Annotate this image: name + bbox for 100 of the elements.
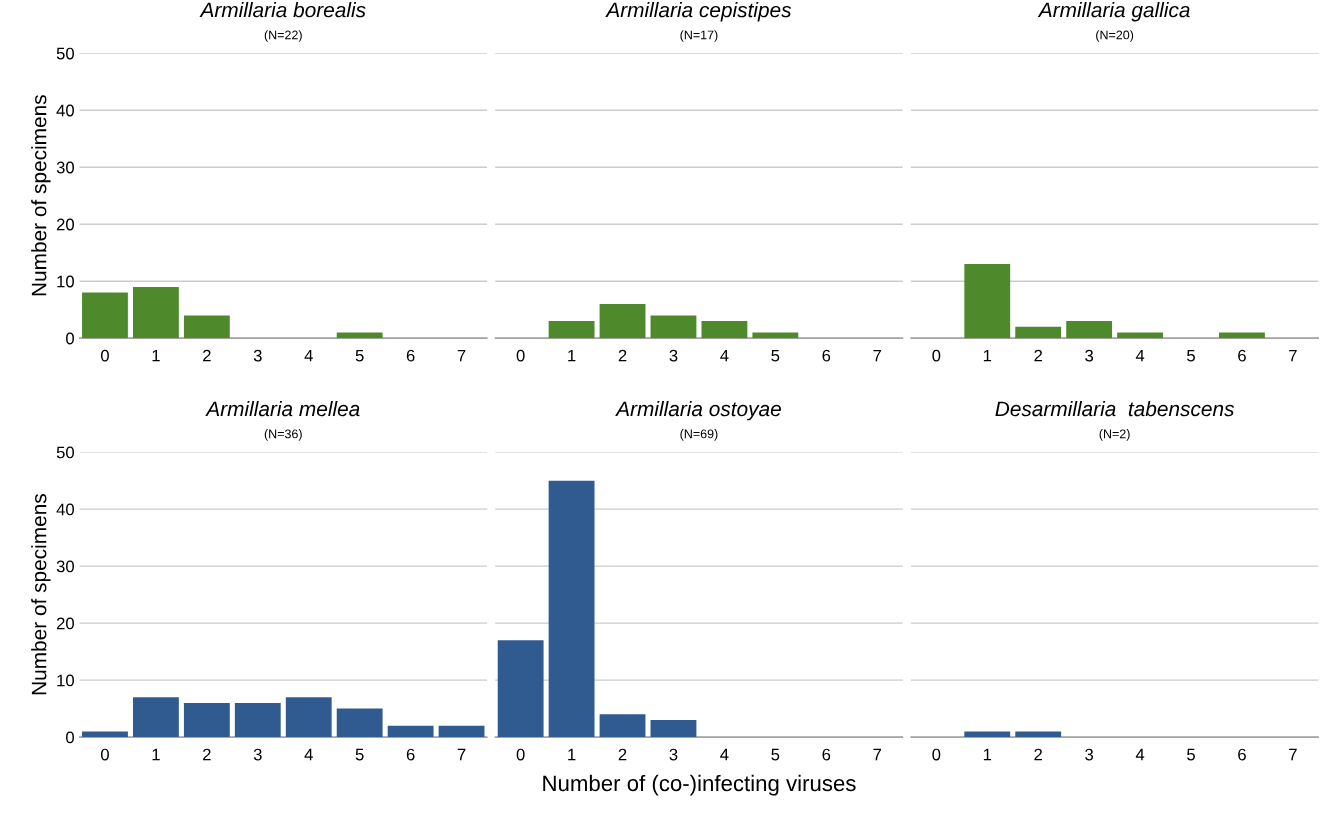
x-tick-label: 4 <box>720 748 729 761</box>
x-tick-label: 2 <box>1034 349 1042 362</box>
x-tick-label: 4 <box>1135 349 1145 362</box>
chart-title: Desarmillaria tabenscens <box>995 400 1235 417</box>
x-tick-label: 7 <box>873 748 882 761</box>
x-tick-label: 3 <box>253 349 262 362</box>
x-tick-label: 6 <box>822 748 831 761</box>
x-tick-label: 2 <box>618 349 627 362</box>
x-tick-label: 0 <box>516 349 525 362</box>
bar <box>964 264 1011 339</box>
x-tick-label: 1 <box>568 349 576 362</box>
bar <box>234 702 281 738</box>
x-tick-label: 4 <box>1135 748 1145 761</box>
x-tick-label: 1 <box>983 349 992 362</box>
x-tick-label: 7 <box>457 349 466 362</box>
bar <box>438 725 485 738</box>
y-tick-label: 50 <box>56 446 74 459</box>
x-tick-label: 7 <box>1289 349 1297 362</box>
x-tick-label: 3 <box>1085 349 1094 362</box>
x-tick-label: 3 <box>1085 748 1094 761</box>
chart-title: Armillaria gallica <box>1037 2 1190 22</box>
x-tick-label: 7 <box>873 349 882 362</box>
y-tick-label: 0 <box>66 332 74 345</box>
x-tick-label: 7 <box>1289 748 1297 761</box>
x-tick-label: 4 <box>720 349 729 362</box>
x-tick-label: 6 <box>1238 349 1246 362</box>
chart-subtitle: (N=69) <box>680 429 718 441</box>
bar <box>548 321 595 339</box>
bar <box>599 714 646 738</box>
chart-subtitle: (N=17) <box>680 30 718 42</box>
chart-title: Armillaria cepistipes <box>605 2 792 22</box>
x-tick-label: 2 <box>1034 748 1042 761</box>
x-axis-title: Number of (co-)infecting viruses <box>543 774 856 796</box>
y-tick-label: 30 <box>56 560 74 573</box>
y-tick-label: 10 <box>57 275 74 288</box>
chart-title: Armillaria ostoyae <box>615 400 781 421</box>
x-tick-label: 6 <box>406 349 415 362</box>
bar <box>701 321 748 339</box>
x-tick-label: 4 <box>304 748 313 761</box>
bar <box>132 697 179 738</box>
x-tick-label: 7 <box>457 748 466 761</box>
bar <box>285 697 332 738</box>
x-tick-label: 2 <box>618 748 627 761</box>
x-tick-label: 5 <box>1187 748 1195 761</box>
x-tick-label: 0 <box>932 349 941 362</box>
x-tick-label: 0 <box>100 349 109 362</box>
bar <box>1219 332 1265 339</box>
x-tick-label: 5 <box>771 748 780 761</box>
chart-subtitle: (N=36) <box>264 429 302 441</box>
x-tick-label: 0 <box>516 748 525 761</box>
x-tick-label: 3 <box>669 349 678 362</box>
x-tick-label: 1 <box>568 748 576 761</box>
y-tick-label: 50 <box>56 47 74 60</box>
bar <box>183 315 230 339</box>
chart-subtitle: (N=20) <box>1096 30 1134 42</box>
bar <box>650 315 697 339</box>
x-tick-label: 0 <box>932 748 941 761</box>
bar <box>1066 321 1113 339</box>
x-tick-label: 3 <box>253 748 262 761</box>
x-tick-label: 2 <box>203 349 211 362</box>
bar <box>82 292 128 339</box>
bar <box>1117 332 1164 339</box>
x-tick-label: 1 <box>983 748 992 761</box>
bar <box>650 720 697 738</box>
chart-subtitle: (N=22) <box>264 30 302 42</box>
x-tick-label: 2 <box>203 748 211 761</box>
bar <box>752 332 799 339</box>
bar <box>497 640 544 738</box>
x-tick-label: 1 <box>152 349 160 362</box>
x-tick-label: 5 <box>771 349 780 362</box>
bar <box>599 303 646 339</box>
x-tick-label: 5 <box>1187 349 1195 362</box>
bar <box>548 480 595 738</box>
x-tick-label: 0 <box>100 748 109 761</box>
bar <box>336 332 383 339</box>
x-tick-label: 5 <box>355 349 364 362</box>
x-tick-label: 4 <box>304 349 313 362</box>
chart-title: Armillaria mellea <box>205 400 360 417</box>
y-tick-label: 10 <box>57 674 74 687</box>
x-tick-label: 6 <box>822 349 831 362</box>
y-axis-title: Number of specimens <box>31 494 51 695</box>
x-tick-label: 6 <box>1238 748 1246 761</box>
x-tick-label: 3 <box>669 748 678 761</box>
y-tick-label: 40 <box>56 104 74 117</box>
bar <box>132 286 179 339</box>
bar <box>1015 326 1062 339</box>
x-tick-label: 5 <box>355 748 364 761</box>
y-axis-title: Number of specimens <box>31 95 51 296</box>
y-tick-label: 30 <box>56 161 74 174</box>
x-tick-label: 6 <box>406 748 415 761</box>
y-tick-label: 20 <box>56 617 74 630</box>
bar <box>183 702 230 738</box>
bar <box>387 725 434 738</box>
y-tick-label: 20 <box>56 218 74 231</box>
chart-subtitle: (N=2) <box>1099 429 1130 441</box>
y-tick-label: 0 <box>66 731 74 744</box>
bar <box>82 731 128 738</box>
bar <box>336 708 383 738</box>
y-tick-label: 40 <box>56 503 74 516</box>
x-tick-label: 1 <box>152 748 160 761</box>
